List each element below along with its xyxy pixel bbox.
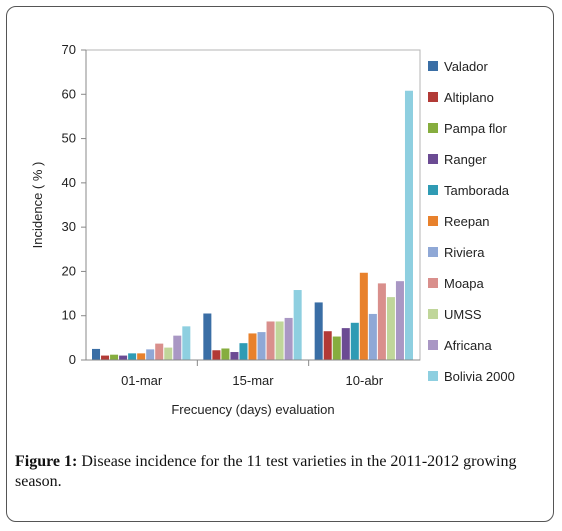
y-tick-label: 60	[62, 86, 76, 101]
bar	[266, 321, 275, 360]
bar	[284, 317, 293, 360]
legend-label: Bolivia 2000	[444, 369, 515, 384]
legend-label: Pampa flor	[444, 121, 508, 136]
legend-swatch	[428, 154, 438, 164]
legend-label: Riviera	[444, 245, 485, 260]
bar	[221, 348, 230, 360]
legend-swatch	[428, 123, 438, 133]
bar	[395, 281, 404, 360]
axes-group	[81, 49, 420, 366]
plot-area	[85, 49, 421, 361]
legend-swatch	[428, 309, 438, 319]
bar	[101, 355, 110, 360]
x-tick-label: 10-abr	[346, 373, 384, 388]
legend-swatch	[428, 340, 438, 350]
legend-swatch	[428, 247, 438, 257]
bar-chart: 0 10 20 30 40 50 60 70 01-mar 15-mar 10-abr Incid…	[30, 42, 515, 417]
bar	[323, 331, 332, 360]
bar	[275, 321, 284, 360]
bar	[137, 353, 146, 360]
y-tick-label: 10	[62, 308, 76, 323]
legend-label: Valador	[444, 59, 489, 74]
legend-label: Altiplano	[444, 90, 494, 105]
legend-label: Africana	[444, 338, 492, 353]
bars-group	[92, 90, 413, 360]
bar	[182, 326, 191, 360]
y-tick-label: 70	[62, 42, 76, 57]
bar	[257, 332, 266, 360]
x-axis-title: Frecuency (days) evaluation	[171, 402, 334, 417]
bar	[341, 328, 350, 360]
bar	[203, 313, 212, 360]
x-tick-labels: 01-mar 15-mar 10-abr	[121, 373, 384, 388]
legend-label: Moapa	[444, 276, 485, 291]
legend-label: Ranger	[444, 152, 487, 167]
y-tick-label: 30	[62, 219, 76, 234]
bar	[173, 335, 182, 360]
legend-swatch	[428, 371, 438, 381]
y-tick-label: 0	[69, 352, 76, 367]
bar	[377, 283, 386, 360]
figure-caption: Figure 1: Disease incidence for the 11 t…	[15, 452, 545, 492]
bar	[359, 272, 368, 360]
bar	[92, 348, 101, 360]
bar	[110, 354, 119, 360]
bar	[164, 347, 173, 360]
legend-label: Reepan	[444, 214, 490, 229]
bar	[368, 313, 377, 360]
bar	[332, 336, 341, 360]
bar	[155, 343, 164, 360]
bar	[119, 355, 128, 360]
legend-label: UMSS	[444, 307, 482, 322]
legend: Valador Altiplano Pampa flor Ranger Tamborad…	[428, 59, 515, 384]
y-tick-label: 40	[62, 175, 76, 190]
bar	[248, 333, 257, 360]
figure-label: Figure 1:	[15, 453, 78, 470]
legend-swatch	[428, 92, 438, 102]
bar	[404, 90, 413, 360]
bar	[146, 349, 155, 360]
legend-swatch	[428, 61, 438, 71]
bar	[239, 343, 248, 360]
bar	[128, 353, 137, 360]
figure-caption-text: Disease incidence for the 11 test variet…	[15, 453, 517, 490]
plot-area-border	[85, 49, 421, 361]
bar	[386, 297, 395, 360]
bar	[212, 350, 221, 360]
y-tick-labels: 0 10 20 30 40 50 60 70	[62, 42, 76, 367]
x-tick-label: 15-mar	[232, 373, 274, 388]
legend-swatch	[428, 185, 438, 195]
legend-swatch	[428, 278, 438, 288]
bar	[230, 352, 239, 360]
bar	[314, 302, 323, 360]
bar	[293, 290, 302, 360]
legend-label: Tamborada	[444, 183, 510, 198]
legend-swatch	[428, 216, 438, 226]
y-axis-title: Incidence ( % )	[30, 162, 45, 249]
y-tick-label: 50	[62, 131, 76, 146]
x-tick-label: 01-mar	[121, 373, 163, 388]
y-tick-label: 20	[62, 263, 76, 278]
bar	[350, 322, 359, 360]
